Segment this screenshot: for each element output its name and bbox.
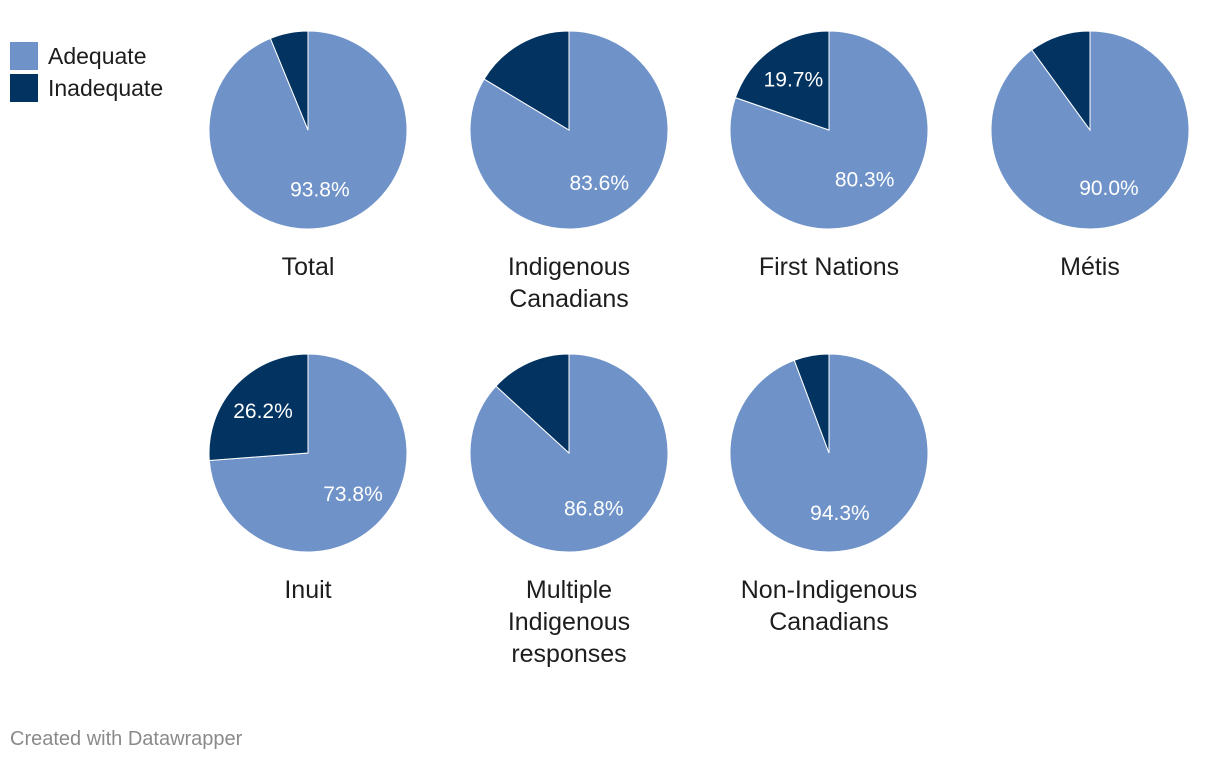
pie-slice-inadequate[interactable]	[495, 353, 570, 455]
legend-swatch-adequate	[10, 42, 38, 70]
pie-category-label: Multiple Indigenous responses	[508, 576, 630, 668]
pie-category-label: Total	[282, 253, 335, 281]
pie-category-label: Non-Indigenous Canadians	[741, 576, 918, 636]
slice-label-inadequate: 19.7%	[764, 69, 824, 92]
pie-chart: 73.8% 26.2% Inuit	[208, 353, 408, 604]
legend-label-inadequate: Inadequate	[48, 74, 164, 101]
pie-chart: 80.3% 19.7% First Nations	[729, 30, 929, 281]
slice-label-adequate: 80.3%	[835, 168, 895, 191]
legend-swatch-inadequate	[10, 74, 38, 102]
pie-slice-inadequate[interactable]	[269, 30, 309, 131]
slice-label-adequate: 90.0%	[1079, 177, 1139, 200]
pie-slice-inadequate[interactable]	[1031, 30, 1091, 132]
legend: Adequate Inadequate	[10, 40, 163, 104]
pie-chart: 86.8% Multiple Indigenous responses	[469, 353, 669, 668]
pie-chart: 94.3% Non-Indigenous Canadians	[729, 353, 929, 636]
footer-credit: Created with Datawrapper	[10, 728, 243, 750]
pie-slice-inadequate[interactable]	[208, 353, 309, 461]
slice-label-adequate: 73.8%	[323, 483, 383, 506]
pie-chart: 83.6% Indigenous Canadians	[469, 30, 669, 313]
pie-slice-inadequate[interactable]	[483, 30, 570, 131]
pie-slice-inadequate[interactable]	[793, 353, 830, 454]
slice-label-adequate: 93.8%	[290, 179, 350, 202]
slice-label-adequate: 83.6%	[569, 172, 629, 195]
pie-chart: 93.8% Total	[208, 30, 408, 281]
pie-category-label: First Nations	[759, 253, 899, 281]
legend-item-inadequate[interactable]: Inadequate	[10, 72, 163, 104]
pie-category-label: Inuit	[284, 576, 331, 604]
pie-charts: 93.8% Total 83.6% Indigenous Canadians 80.3% 1…	[208, 30, 1190, 668]
legend-item-adequate[interactable]: Adequate	[10, 40, 163, 72]
slice-label-adequate: 86.8%	[564, 498, 624, 521]
pie-category-label: Métis	[1060, 253, 1120, 281]
legend-label-adequate: Adequate	[48, 42, 147, 69]
slice-label-inadequate: 26.2%	[233, 400, 293, 423]
pie-slice-inadequate[interactable]	[734, 30, 830, 131]
pie-chart: 90.0% Métis	[990, 30, 1190, 281]
slice-label-adequate: 94.3%	[810, 502, 870, 525]
pie-category-label: Indigenous Canadians	[508, 253, 630, 313]
